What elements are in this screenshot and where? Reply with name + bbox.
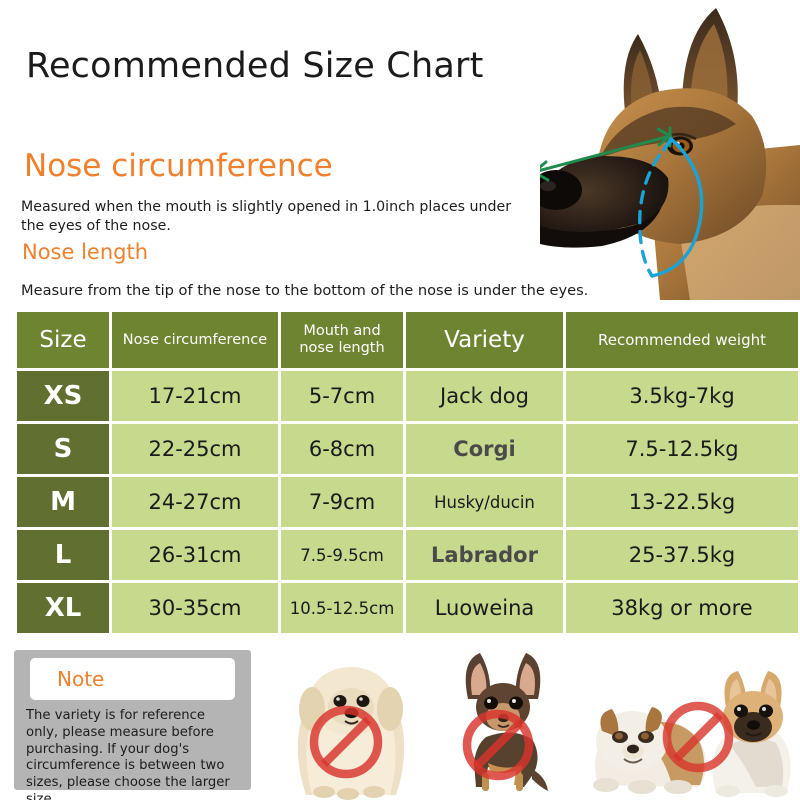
column-header-nose-circumference: Nose circumference	[112, 312, 278, 368]
cell-variety: Labrador	[406, 530, 563, 580]
note-badge: Note	[30, 658, 235, 700]
cell-weight: 13-22.5kg	[566, 477, 798, 527]
column-header-size: Size	[17, 312, 109, 368]
cell-nose-circumference: 26-31cm	[112, 530, 278, 580]
size-chart-table: Size Nose circumference Mouth and nose l…	[14, 309, 800, 636]
prohibition-icon	[309, 705, 383, 779]
cell-variety: Jack dog	[406, 371, 563, 421]
cell-weight: 25-37.5kg	[566, 530, 798, 580]
table-row: XL 30-35cm 10.5-12.5cm Luoweina 38kg or …	[17, 583, 798, 633]
cell-mouth-nose-length: 6-8cm	[281, 424, 403, 474]
cell-variety: Luoweina	[406, 583, 563, 633]
table-row: M 24-27cm 7-9cm Husky/ducin 13-22.5kg	[17, 477, 798, 527]
column-header-variety: Variety	[406, 312, 563, 368]
cell-size: M	[17, 477, 109, 527]
cell-variety: Corgi	[406, 424, 563, 474]
note-panel: Note The variety is for reference only, …	[14, 650, 251, 800]
table-header-row: Size Nose circumference Mouth and nose l…	[17, 312, 798, 368]
cell-nose-circumference: 24-27cm	[112, 477, 278, 527]
table-row: S 22-25cm 6-8cm Corgi 7.5-12.5kg	[17, 424, 798, 474]
description-nose-circumference: Measured when the mouth is slightly open…	[21, 199, 512, 234]
cell-variety: Husky/ducin	[406, 477, 563, 527]
note-label: Note	[57, 667, 105, 691]
section-heading-nose-length: Nose length	[22, 240, 149, 264]
cell-size: S	[17, 424, 109, 474]
german-shepherd-photo	[540, 0, 800, 300]
cell-nose-circumference: 17-21cm	[112, 371, 278, 421]
column-header-recommended-weight: Recommended weight	[566, 312, 798, 368]
cell-size: L	[17, 530, 109, 580]
cell-mouth-nose-length: 10.5-12.5cm	[281, 583, 403, 633]
page-title: Recommended Size Chart	[26, 46, 484, 86]
excluded-breeds-gallery	[262, 645, 800, 800]
cell-weight: 3.5kg-7kg	[566, 371, 798, 421]
excluded-breed-chihuahua	[428, 645, 578, 800]
column-header-mouth-nose-length: Mouth and nose length	[281, 312, 403, 368]
prohibition-icon	[462, 709, 534, 781]
cell-weight: 38kg or more	[566, 583, 798, 633]
cell-mouth-nose-length: 7-9cm	[281, 477, 403, 527]
cell-size: XS	[17, 371, 109, 421]
cell-size: XL	[17, 583, 109, 633]
cell-weight: 7.5-12.5kg	[566, 424, 798, 474]
section-heading-nose-circumference: Nose circumference	[24, 148, 333, 184]
note-body: The variety is for reference only, pleas…	[26, 708, 230, 800]
excluded-breed-pekingese	[276, 645, 426, 800]
cell-nose-circumference: 30-35cm	[112, 583, 278, 633]
cell-nose-circumference: 22-25cm	[112, 424, 278, 474]
table-row: L 26-31cm 7.5-9.5cm Labrador 25-37.5kg	[17, 530, 798, 580]
table-row: XS 17-21cm 5-7cm Jack dog 3.5kg-7kg	[17, 371, 798, 421]
cell-mouth-nose-length: 5-7cm	[281, 371, 403, 421]
prohibition-icon	[662, 701, 734, 773]
cell-mouth-nose-length: 7.5-9.5cm	[281, 530, 403, 580]
excluded-breed-bulldogs	[580, 645, 795, 800]
nose-circumference-loop-icon	[638, 136, 704, 278]
description-nose-length: Measure from the tip of the nose to the …	[21, 282, 589, 299]
